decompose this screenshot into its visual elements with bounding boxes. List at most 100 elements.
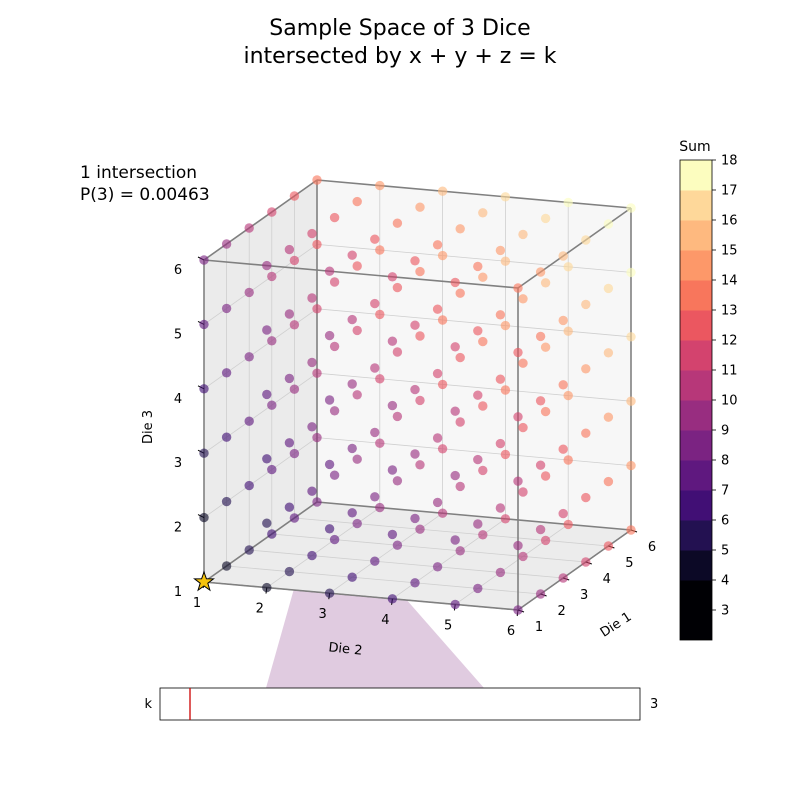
outcome-point <box>387 272 398 282</box>
cube-edge <box>203 581 519 611</box>
outcome-point <box>500 192 511 202</box>
outcome-point <box>558 251 568 261</box>
outcome-point <box>495 374 506 384</box>
outcome-point <box>370 492 380 502</box>
outcome-point <box>563 455 573 465</box>
colorbar-band <box>680 250 712 281</box>
outcome-point <box>500 320 511 331</box>
outcome-point <box>450 470 460 481</box>
title-line-1: Sample Space of 3 Dice <box>269 16 530 41</box>
outcome-point <box>387 336 398 346</box>
outcome-point <box>432 433 443 443</box>
outcome-point <box>312 175 322 185</box>
outcome-point <box>415 524 425 534</box>
outcome-point <box>221 303 232 314</box>
outcome-point <box>375 245 385 255</box>
colorbar-band <box>680 430 712 461</box>
outcome-point <box>392 476 403 486</box>
outcome-point <box>289 320 300 330</box>
outcome-point <box>392 411 403 422</box>
outcome-point <box>199 448 209 458</box>
outcome-point <box>455 288 465 298</box>
outcome-point <box>473 583 483 594</box>
outcome-point <box>375 180 385 191</box>
outcome-point <box>540 213 551 224</box>
outcome-point <box>329 470 340 480</box>
outcome-point <box>563 519 573 530</box>
outcome-point <box>626 525 636 535</box>
outcome-point <box>329 212 340 223</box>
outcome-point <box>437 315 448 325</box>
colorbar-tick-label: 17 <box>721 184 738 199</box>
outcome-point <box>563 197 573 208</box>
outcome-point <box>478 208 488 218</box>
intersection-count-text: 1 intersection <box>80 163 197 183</box>
outcome-point <box>513 605 523 615</box>
outcome-point <box>347 443 357 454</box>
outcome-point <box>626 460 636 471</box>
outcome-point <box>540 342 551 352</box>
outcome-point <box>563 326 573 336</box>
outcome-point <box>267 336 277 346</box>
outcome-point <box>199 255 209 265</box>
outcome-point <box>284 438 295 448</box>
die2-tick-label: 1 <box>193 596 201 611</box>
colorbar-tick-label: 7 <box>721 484 729 499</box>
outcome-point <box>284 373 295 384</box>
outcome-point <box>392 347 403 357</box>
die3-tick-label: 4 <box>174 392 182 407</box>
outcome-point <box>450 599 460 610</box>
colorbar-band <box>680 220 712 251</box>
outcome-point <box>262 582 272 593</box>
outcome-point <box>495 310 506 320</box>
outcome-point <box>437 250 448 261</box>
k-slider-track[interactable] <box>159 687 641 721</box>
outcome-point <box>581 364 591 374</box>
colorbar-band <box>680 580 712 611</box>
die3-axis-label: Die 3 <box>141 410 156 444</box>
outcome-point <box>312 239 322 250</box>
outcome-point <box>581 235 591 245</box>
outcome-point <box>375 374 385 384</box>
outcome-point <box>500 514 511 524</box>
outcome-point <box>478 465 488 476</box>
outcome-point <box>284 502 295 512</box>
outcome-point <box>437 508 448 518</box>
outcome-point <box>221 496 232 507</box>
outcome-point <box>513 347 523 358</box>
outcome-point <box>626 267 636 278</box>
colorbar-tick-label: 13 <box>721 304 738 319</box>
outcome-point <box>352 454 362 464</box>
colorbar-tick-label: 5 <box>721 544 729 559</box>
outcome-point <box>324 588 335 598</box>
outcome-point <box>473 390 483 400</box>
colorbar-tick-label: 8 <box>721 454 729 469</box>
outcome-point <box>415 460 425 470</box>
outcome-point <box>267 464 277 475</box>
outcome-point <box>437 444 448 454</box>
outcome-point <box>513 283 523 293</box>
outcome-point <box>432 497 443 508</box>
colorbar-band <box>680 280 712 311</box>
outcome-point <box>455 352 465 363</box>
outcome-point <box>518 294 528 304</box>
die1-tick-label: 2 <box>557 604 565 619</box>
outcome-point <box>244 223 254 233</box>
outcome-point <box>370 298 380 309</box>
outcome-point <box>535 460 546 470</box>
die1-tick-label: 6 <box>648 540 656 555</box>
cube-edge <box>316 179 632 209</box>
outcome-point <box>221 561 232 571</box>
outcome-point <box>513 476 523 486</box>
outcome-point <box>289 448 300 459</box>
colorbar-tick-label: 11 <box>721 364 738 379</box>
colorbar-tick-label: 4 <box>721 574 729 589</box>
outcome-point <box>392 282 403 293</box>
outcome-point <box>518 229 528 240</box>
outcome-point <box>244 545 254 555</box>
outcome-point <box>432 562 443 572</box>
k-slider[interactable]: k 3 <box>144 687 658 721</box>
outcome-point <box>347 314 357 325</box>
outcome-point <box>603 541 614 551</box>
grid-line <box>249 549 564 579</box>
